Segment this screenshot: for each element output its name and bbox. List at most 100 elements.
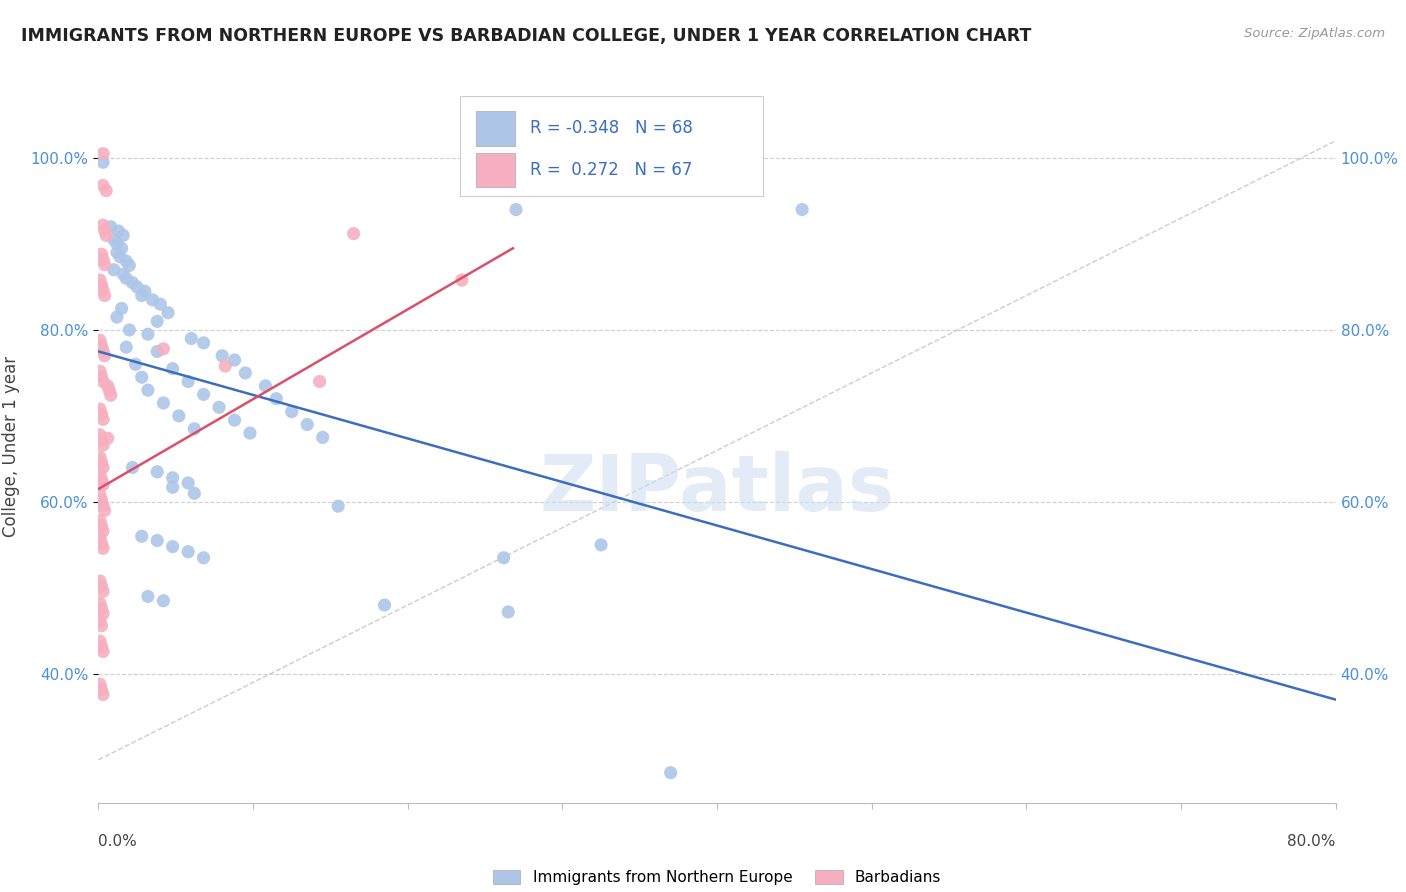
Point bbox=[162, 361, 184, 376]
Point bbox=[111, 301, 134, 316]
Point bbox=[103, 262, 125, 277]
Point bbox=[91, 178, 114, 193]
Point bbox=[96, 184, 118, 198]
Point bbox=[90, 536, 112, 550]
Point bbox=[659, 765, 682, 780]
Point bbox=[157, 306, 180, 320]
Point bbox=[312, 430, 335, 444]
Point bbox=[498, 605, 520, 619]
Point bbox=[308, 375, 330, 389]
Point bbox=[235, 366, 257, 380]
Point bbox=[91, 438, 114, 452]
Point bbox=[97, 379, 120, 393]
Text: ZIPatlas: ZIPatlas bbox=[540, 450, 894, 527]
Point bbox=[93, 288, 115, 302]
Point bbox=[162, 480, 184, 494]
Point bbox=[121, 276, 143, 290]
Point bbox=[100, 388, 122, 402]
Point bbox=[90, 455, 112, 469]
Point bbox=[89, 677, 111, 691]
Point bbox=[112, 267, 135, 281]
Point bbox=[152, 593, 174, 607]
Text: R =  0.272   N = 67: R = 0.272 N = 67 bbox=[530, 161, 693, 178]
Point bbox=[89, 427, 111, 442]
Point bbox=[136, 327, 159, 342]
Point bbox=[91, 252, 114, 267]
Point bbox=[89, 614, 111, 628]
Point bbox=[134, 285, 156, 299]
FancyBboxPatch shape bbox=[475, 112, 516, 145]
Point bbox=[89, 488, 111, 502]
Point bbox=[177, 375, 200, 389]
Point bbox=[224, 353, 246, 368]
Point bbox=[89, 634, 111, 648]
Point bbox=[97, 431, 120, 445]
Point bbox=[183, 422, 205, 436]
Point bbox=[91, 375, 114, 389]
Point bbox=[167, 409, 190, 423]
Point bbox=[180, 332, 202, 346]
Point bbox=[450, 273, 472, 287]
Point bbox=[89, 514, 111, 528]
Point bbox=[90, 601, 112, 615]
Point bbox=[152, 342, 174, 356]
Point bbox=[89, 467, 111, 482]
Point bbox=[591, 538, 613, 552]
Point bbox=[90, 640, 112, 654]
Point bbox=[146, 533, 169, 548]
Point bbox=[146, 344, 169, 359]
Point bbox=[112, 228, 135, 243]
Point bbox=[89, 574, 111, 588]
Point bbox=[505, 146, 527, 161]
Point bbox=[93, 349, 115, 363]
Point bbox=[90, 278, 112, 293]
Text: R = -0.348   N = 68: R = -0.348 N = 68 bbox=[530, 120, 693, 137]
Point bbox=[239, 426, 262, 441]
Point bbox=[214, 359, 236, 373]
Point bbox=[91, 460, 114, 475]
Point bbox=[152, 396, 174, 410]
Point bbox=[115, 271, 138, 285]
Point bbox=[91, 284, 114, 298]
Point bbox=[105, 245, 128, 260]
Point bbox=[281, 404, 304, 418]
Point bbox=[127, 280, 149, 294]
Point bbox=[505, 146, 527, 161]
Point bbox=[100, 219, 122, 234]
Point bbox=[297, 417, 319, 432]
Point bbox=[90, 369, 112, 384]
Point bbox=[91, 607, 114, 621]
Point bbox=[91, 524, 114, 538]
Point bbox=[107, 224, 129, 238]
Y-axis label: College, Under 1 year: College, Under 1 year bbox=[1, 355, 20, 537]
Point bbox=[124, 357, 146, 371]
Point bbox=[90, 433, 112, 447]
FancyBboxPatch shape bbox=[475, 153, 516, 187]
Point bbox=[211, 349, 233, 363]
Point bbox=[149, 297, 172, 311]
Point bbox=[177, 545, 200, 559]
Point bbox=[93, 503, 115, 517]
FancyBboxPatch shape bbox=[460, 96, 763, 196]
Point bbox=[91, 688, 114, 702]
Point bbox=[505, 202, 527, 217]
Point bbox=[326, 499, 350, 513]
Point bbox=[193, 335, 215, 350]
Point bbox=[91, 644, 114, 658]
Point bbox=[90, 618, 112, 632]
Point bbox=[91, 584, 114, 599]
Point bbox=[111, 241, 134, 255]
Point bbox=[90, 519, 112, 533]
Legend: Immigrants from Northern Europe, Barbadians: Immigrants from Northern Europe, Barbadi… bbox=[486, 864, 948, 891]
Point bbox=[177, 475, 200, 490]
Point bbox=[115, 340, 138, 354]
Point bbox=[90, 473, 112, 487]
Point bbox=[98, 383, 121, 397]
Point bbox=[96, 228, 118, 243]
Point bbox=[91, 541, 114, 556]
Point bbox=[115, 254, 138, 268]
Point bbox=[118, 323, 141, 337]
Point bbox=[90, 682, 112, 697]
Point bbox=[374, 598, 396, 612]
Point bbox=[492, 550, 515, 565]
